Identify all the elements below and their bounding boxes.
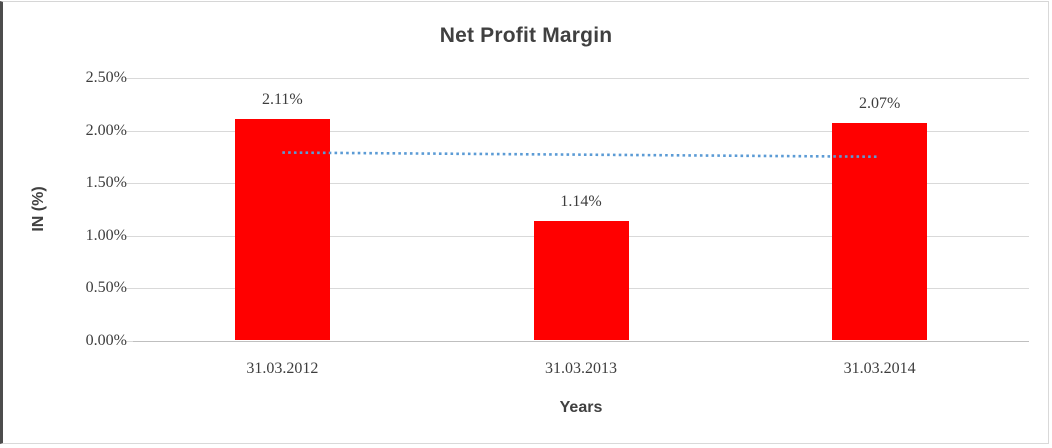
y-tick-mark xyxy=(126,78,133,79)
y-tick-label: 1.00% xyxy=(85,226,127,244)
x-axis-title: Years xyxy=(559,399,603,416)
gridline xyxy=(133,130,1029,132)
y-tick-label: 2.50% xyxy=(85,69,127,86)
bar-data-label: 2.07% xyxy=(858,95,901,113)
x-axis-line xyxy=(133,340,1029,342)
trendline-path xyxy=(282,151,880,159)
y-tick-label: 0.00% xyxy=(85,331,127,349)
y-tick-label: 1.50% xyxy=(85,174,127,191)
bar-data-label: 2.11% xyxy=(261,90,303,108)
x-tick-label: 31.03.2012 xyxy=(246,360,319,377)
y-tick-mark xyxy=(126,130,133,132)
bar-31.03.2012[interactable] xyxy=(234,118,330,341)
gridline xyxy=(133,183,1029,184)
y-axis-title-text: IN (%) xyxy=(30,186,47,232)
bar-31.03.2013[interactable] xyxy=(533,220,629,341)
gridline xyxy=(133,78,1029,79)
y-tick-label: 0.50% xyxy=(85,279,127,296)
bar-data-label: 1.14% xyxy=(560,192,602,210)
y-tick-mark xyxy=(126,183,133,184)
chart-title: Net Profit Margin xyxy=(439,24,613,47)
y-tick-mark xyxy=(126,235,133,237)
x-tick-label: 31.03.2014 xyxy=(843,360,916,377)
y-tick-mark xyxy=(126,288,133,289)
bar-31.03.2014[interactable] xyxy=(832,123,928,341)
x-tick-label: 31.03.2013 xyxy=(545,360,617,377)
y-tick-mark xyxy=(126,340,133,342)
y-tick-label: 2.00% xyxy=(85,121,127,139)
